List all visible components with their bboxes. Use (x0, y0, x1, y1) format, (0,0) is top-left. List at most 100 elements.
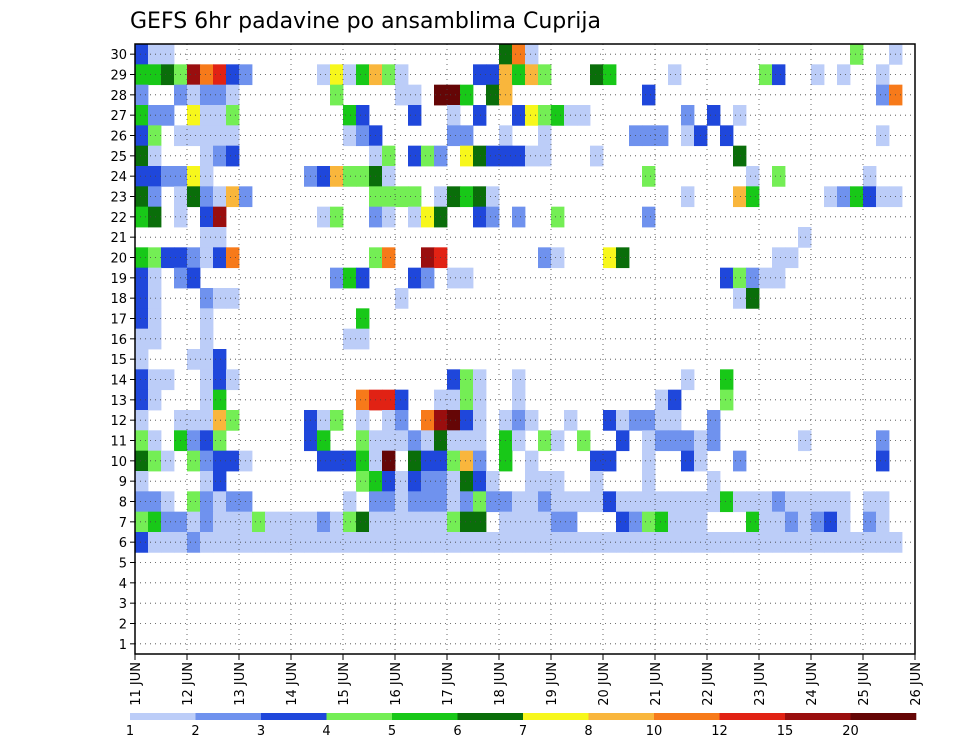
heatmap-cell (135, 471, 149, 492)
heatmap-cell (200, 84, 214, 106)
heatmap-cell (356, 450, 370, 472)
heatmap-cell (135, 166, 149, 187)
heatmap-cell (343, 267, 357, 289)
heatmap-cell (447, 267, 461, 289)
heatmap-cell (681, 532, 695, 553)
heatmap-cell (213, 532, 227, 553)
heatmap-cell (863, 532, 877, 553)
heatmap-cell (577, 491, 591, 513)
colorbar-segment (785, 713, 851, 720)
heatmap-cell (447, 125, 461, 147)
heatmap-cell (213, 430, 227, 452)
heatmap-cell (356, 430, 370, 452)
heatmap-cell (447, 410, 461, 431)
heatmap-cell (603, 247, 617, 269)
heatmap-cell (720, 369, 734, 391)
heatmap-cell (278, 511, 292, 533)
heatmap-cell (616, 247, 630, 269)
heatmap-cell (408, 206, 422, 228)
heatmap-cell (525, 410, 539, 431)
heatmap-cell (642, 471, 656, 492)
heatmap-cell (317, 450, 331, 472)
heatmap-cell (551, 247, 565, 269)
heatmap-cell (590, 64, 604, 86)
y-tick-label: 4 (119, 577, 127, 592)
heatmap-cell (733, 267, 747, 289)
heatmap-cell (447, 186, 461, 208)
heatmap-cell (200, 430, 214, 452)
heatmap-cell (356, 125, 370, 147)
heatmap-cell (213, 410, 227, 431)
heatmap-cell (343, 328, 357, 350)
heatmap-cell (135, 105, 149, 126)
colorbar-segment (850, 713, 917, 720)
colorbar-segment (326, 713, 393, 720)
heatmap-cell (460, 125, 474, 147)
heatmap-cell (863, 511, 877, 533)
heatmap-cell (707, 410, 721, 431)
heatmap-cell (291, 511, 305, 533)
heatmap-cell (785, 247, 799, 269)
heatmap-cell (473, 145, 487, 167)
heatmap-cell (135, 389, 149, 411)
heatmap-cell (213, 349, 227, 370)
heatmap-cell (538, 532, 552, 553)
heatmap-cell (161, 532, 175, 553)
heatmap-cell (382, 64, 396, 86)
heatmap-cell (187, 64, 201, 86)
x-axis: 11 JUN 12 JUN 13 JUN 14 JUN 15 JUN 16 JUN 17 J… (129, 654, 924, 706)
heatmap-cell (226, 145, 240, 167)
heatmap-cell (200, 511, 214, 533)
heatmap-cell (655, 491, 669, 513)
heatmap-cell (135, 288, 149, 309)
heatmap-cell (135, 349, 149, 370)
heatmap-cell (876, 511, 890, 533)
heatmap-cell (811, 491, 825, 513)
heatmap-cell (486, 532, 500, 553)
heatmap-cell (148, 247, 162, 269)
heatmap-cell (291, 532, 305, 553)
heatmap-cell (811, 532, 825, 553)
x-tick-label: 25 JUN (857, 662, 872, 706)
heatmap-cell (421, 145, 435, 167)
heatmap-cell (148, 44, 162, 65)
heatmap-cell (421, 491, 435, 513)
heatmap-cell (642, 511, 656, 533)
heatmap-cell (681, 186, 695, 208)
heatmap-cell (850, 44, 864, 65)
heatmap-cell (226, 491, 240, 513)
heatmap-cell (330, 206, 344, 228)
heatmap-cell (876, 84, 890, 106)
heatmap-cell (577, 430, 591, 452)
y-tick-label: 29 (110, 69, 127, 84)
colorbar-label: 15 (777, 724, 794, 739)
heatmap-cell (538, 64, 552, 86)
heatmap-cell (161, 247, 175, 269)
heatmap-cell (330, 450, 344, 472)
y-tick-label: 28 (110, 89, 127, 104)
heatmap-cell (707, 491, 721, 513)
heatmap-cell (421, 247, 435, 269)
heatmap-cell (226, 450, 240, 472)
heatmap-cell (200, 471, 214, 492)
heatmap-cell (746, 166, 760, 187)
colorbar-label: 10 (646, 724, 663, 739)
heatmap-cell (551, 105, 565, 126)
heatmap-cell (200, 308, 214, 330)
x-tick-label: 13 JUN (233, 662, 248, 706)
heatmap-cell (603, 64, 617, 86)
heatmap-cell (525, 532, 539, 553)
y-tick-label: 11 (110, 435, 127, 450)
heatmap-cell (408, 186, 422, 208)
heatmap-cell (213, 511, 227, 533)
heatmap-cell (876, 491, 890, 513)
heatmap-cell (551, 532, 565, 553)
heatmap-cell (226, 247, 240, 269)
heatmap-cell (590, 491, 604, 513)
y-tick-label: 12 (110, 414, 127, 429)
heatmap-cell (486, 145, 500, 167)
heatmap-cell (382, 186, 396, 208)
heatmap-cell (317, 410, 331, 431)
heatmap-cell (200, 166, 214, 187)
heatmap-cell (148, 511, 162, 533)
